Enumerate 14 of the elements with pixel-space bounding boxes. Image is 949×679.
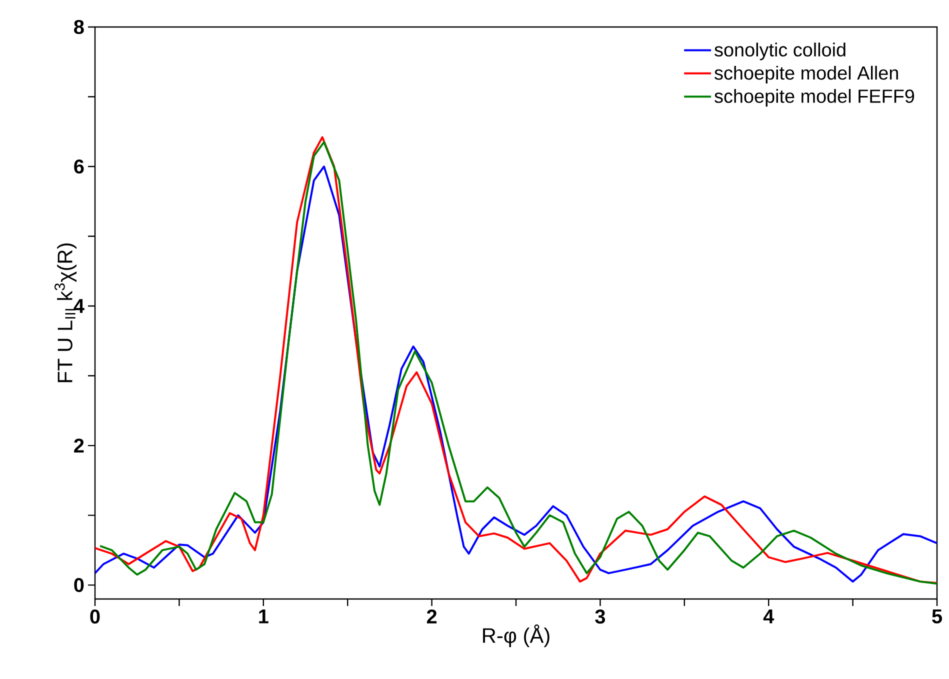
legend-label: schoepite model FEFF9	[714, 89, 914, 107]
legend-label: schoepite model Allen	[714, 66, 898, 84]
x-tick-label: 0	[90, 610, 100, 624]
x-tick-label: 5	[932, 610, 942, 624]
x-tick-label: 4	[763, 610, 774, 624]
y-tick-label: 8	[74, 20, 84, 34]
x-tick-label: 2	[426, 610, 437, 624]
y-tick-label: 0	[74, 578, 84, 592]
x-tick-label: 3	[595, 610, 606, 624]
y-tick-label: 2	[74, 438, 84, 452]
x-axis-title: R-φ (Å)	[483, 624, 550, 648]
x-tick-label: 1	[259, 610, 268, 624]
y-tick-label: 6	[74, 159, 84, 174]
legend-label: sonolytic colloid	[714, 42, 846, 60]
